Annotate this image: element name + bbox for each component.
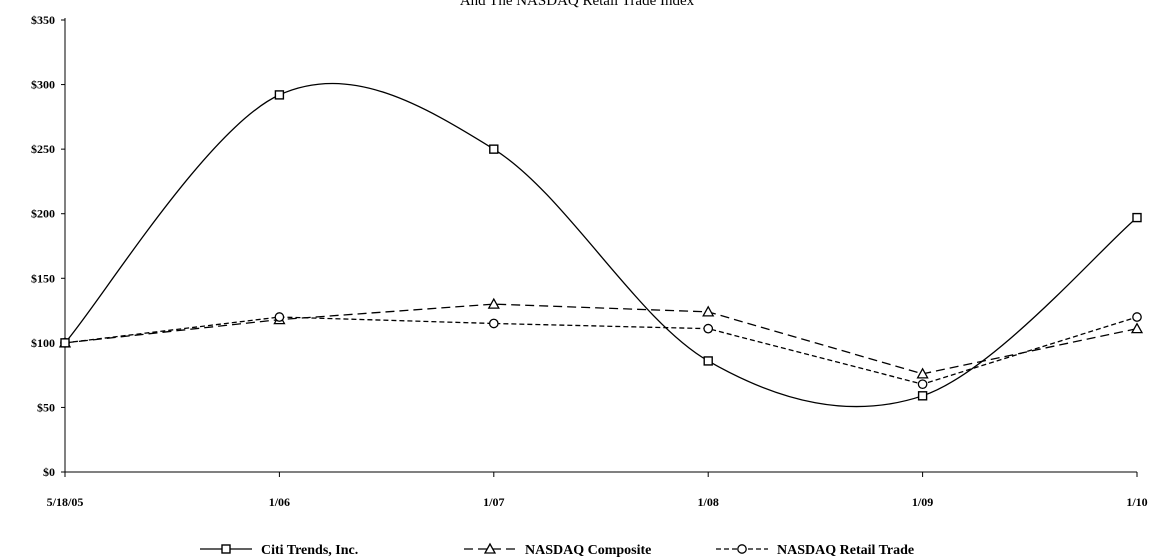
- y-tick-label: $200: [31, 207, 55, 221]
- chart-title: And The NASDAQ Retail Trade Index: [459, 0, 695, 9]
- series-line-1: [64, 303, 1138, 375]
- data-point-1: [916, 367, 929, 379]
- x-tick-label: 1/10: [1126, 495, 1147, 509]
- x-tick-label: 1/06: [269, 495, 290, 509]
- data-point-0: [489, 144, 499, 154]
- y-tick-label: $250: [31, 142, 55, 156]
- data-point-2: [917, 379, 928, 390]
- data-point-0: [703, 356, 713, 366]
- data-point-0: [917, 391, 928, 401]
- x-tick-label: 1/07: [483, 495, 504, 509]
- x-tick-label: 1/09: [912, 495, 933, 509]
- y-tick-label: $0: [43, 465, 55, 479]
- y-tick-label: $300: [31, 78, 55, 92]
- legend-label: Citi Trends, Inc.: [261, 543, 358, 558]
- data-point-1: [487, 297, 500, 309]
- x-tick-label: 1/08: [698, 495, 719, 509]
- data-point-2: [488, 318, 499, 329]
- legend-marker: [737, 544, 747, 554]
- data-point-1: [702, 305, 715, 317]
- data-point-2: [1132, 312, 1142, 322]
- data-point-0: [274, 90, 285, 100]
- x-tick-label: 5/18/05: [47, 495, 84, 509]
- y-tick-label: $50: [37, 400, 55, 414]
- data-point-0: [60, 338, 70, 348]
- data-point-1: [1130, 322, 1144, 334]
- y-tick-label: $350: [31, 13, 55, 27]
- data-point-0: [1132, 212, 1142, 223]
- legend-marker: [221, 544, 231, 554]
- series-line-0: [64, 82, 1138, 408]
- legend-marker: [483, 542, 497, 554]
- series-line-2: [64, 316, 1138, 385]
- y-tick-label: $100: [31, 336, 55, 350]
- data-point-2: [274, 312, 285, 322]
- data-point-2: [703, 323, 714, 334]
- legend-label: NASDAQ Retail Trade: [777, 543, 914, 558]
- legend-label: NASDAQ Composite: [525, 543, 651, 558]
- y-tick-label: $150: [31, 271, 55, 285]
